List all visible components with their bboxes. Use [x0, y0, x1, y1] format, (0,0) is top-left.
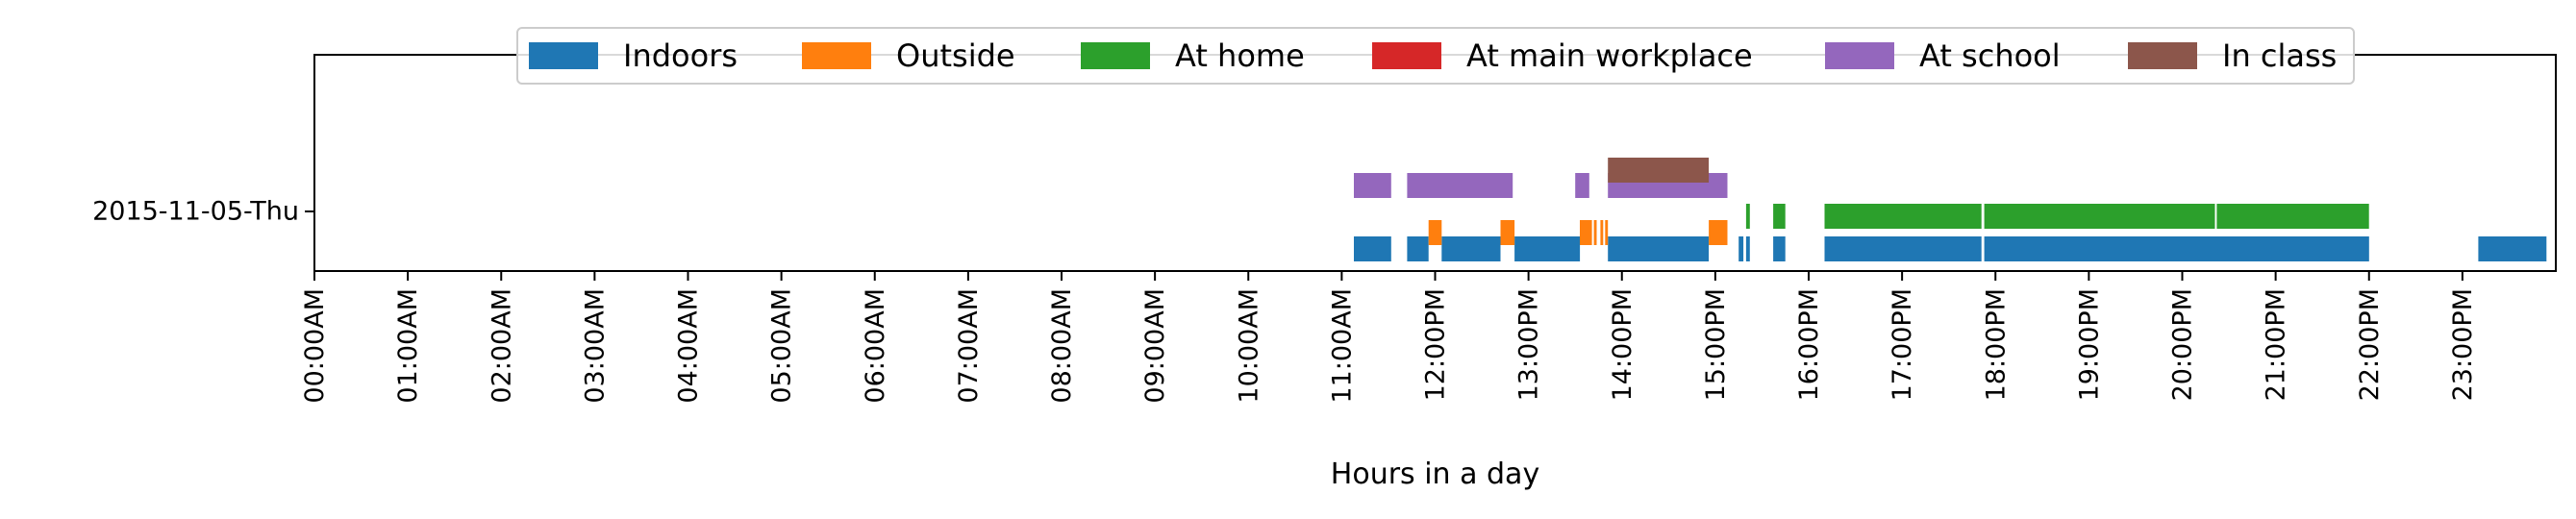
bar-indoors-5 — [1738, 236, 1744, 261]
legend-swatch-at-school — [1825, 42, 1894, 69]
bar-at-home-1 — [1773, 204, 1786, 229]
legend-label-at-home: At home — [1175, 37, 1305, 74]
x-axis-label: Hours in a day — [1331, 457, 1539, 491]
bar-outside-4 — [1600, 220, 1604, 245]
x-tick-label: 06:00AM — [861, 288, 890, 404]
legend-label-at-main-workplace: At main workplace — [1466, 37, 1753, 74]
x-tick-label: 07:00AM — [954, 288, 984, 404]
legend-swatch-indoors — [529, 42, 598, 69]
bar-indoors-3 — [1514, 236, 1581, 261]
x-tick-label: 15:00PM — [1701, 288, 1731, 401]
x-tick-label: 03:00AM — [580, 288, 610, 404]
x-axis: 00:00AM 01:00AM 02:00AM 03:00AM 04:00AM 05:00… — [300, 271, 2478, 404]
legend-swatch-outside — [802, 42, 871, 69]
bar-indoors-9 — [1984, 236, 2369, 261]
bar-outside-1 — [1500, 220, 1515, 245]
legend-swatch-in-class — [2128, 42, 2197, 69]
x-tick-label: 19:00PM — [2074, 288, 2104, 401]
bar-indoors-2 — [1441, 236, 1501, 261]
x-tick-label: 10:00AM — [1234, 288, 1263, 404]
bar-at-home-3 — [1984, 204, 2215, 229]
x-tick-label: 23:00PM — [2448, 288, 2478, 401]
bar-indoors-8 — [1824, 236, 1982, 261]
bar-indoors-4 — [1608, 236, 1710, 261]
x-tick-label: 02:00AM — [487, 288, 516, 404]
bar-at-school-1 — [1407, 173, 1513, 198]
bar-at-home-2 — [1824, 204, 1982, 229]
x-tick-label: 11:00AM — [1327, 288, 1357, 404]
x-tick-label: 18:00PM — [1981, 288, 2011, 401]
x-tick-label: 20:00PM — [2168, 288, 2198, 401]
bar-outside-6 — [1709, 220, 1728, 245]
bar-outside-0 — [1428, 220, 1442, 245]
legend-label-at-school: At school — [1919, 37, 2061, 74]
legend-swatch-at-main-workplace — [1372, 42, 1441, 69]
bar-at-home-4 — [2216, 204, 2369, 229]
x-tick-label: 17:00PM — [1888, 288, 1917, 401]
bar-outside-2 — [1580, 220, 1592, 245]
x-tick-label: 00:00AM — [300, 288, 330, 404]
x-tick-label: 09:00AM — [1140, 288, 1170, 404]
bar-at-school-0 — [1354, 173, 1391, 198]
bar-in-class-0 — [1608, 158, 1710, 183]
bar-indoors-6 — [1745, 236, 1750, 261]
x-tick-label: 08:00AM — [1047, 288, 1077, 404]
bar-outside-5 — [1605, 220, 1609, 245]
x-tick-label: 16:00PM — [1794, 288, 1824, 401]
x-tick-label: 04:00AM — [674, 288, 704, 404]
legend-label-in-class: In class — [2222, 37, 2337, 74]
x-tick-label: 05:00AM — [767, 288, 797, 404]
x-tick-label: 21:00PM — [2262, 288, 2291, 401]
legend-label-indoors: Indoors — [623, 37, 738, 74]
bar-indoors-1 — [1407, 236, 1429, 261]
x-tick-label: 22:00PM — [2355, 288, 2385, 401]
y-tick-label: 2015-11-05-Thu — [92, 197, 299, 227]
bar-at-home-0 — [1745, 204, 1750, 229]
x-tick-label: 14:00PM — [1608, 288, 1638, 401]
bar-outside-3 — [1593, 220, 1597, 245]
x-tick-label: 01:00AM — [393, 288, 423, 404]
x-tick-label: 13:00PM — [1514, 288, 1544, 401]
activity-bars — [1354, 158, 2547, 261]
legend-label-outside: Outside — [896, 37, 1015, 74]
y-axis: 2015-11-05-Thu — [92, 197, 314, 227]
bar-at-school-2 — [1575, 173, 1589, 198]
bar-indoors-7 — [1773, 236, 1786, 261]
bar-indoors-0 — [1354, 236, 1391, 261]
x-tick-label: 12:00PM — [1421, 288, 1451, 401]
bar-indoors-10 — [2478, 236, 2547, 261]
legend: Indoors Outside At home At main workplace At… — [516, 27, 2355, 85]
legend-swatch-at-home — [1081, 42, 1150, 69]
